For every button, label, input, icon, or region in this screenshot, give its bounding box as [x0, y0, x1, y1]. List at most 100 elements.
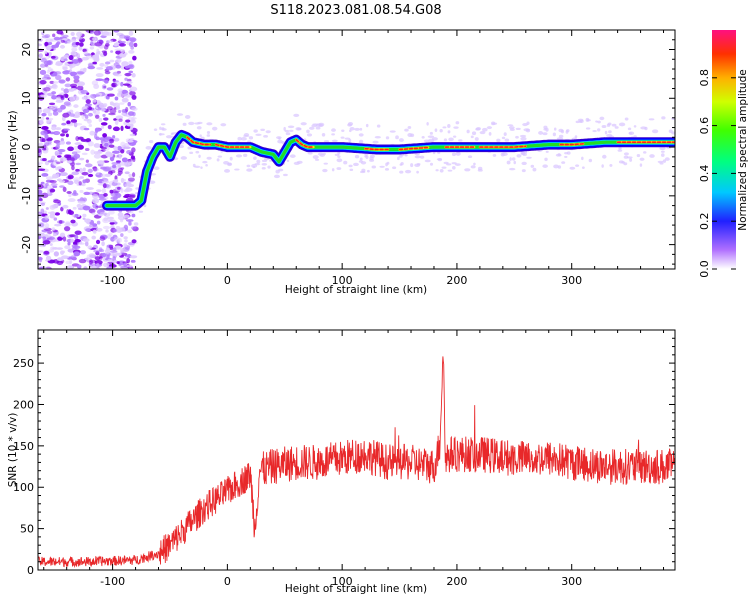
- noise-blob: [74, 111, 81, 117]
- noise-blob: [38, 92, 42, 96]
- noise-blob: [131, 117, 137, 120]
- noise-blob: [52, 233, 57, 237]
- noise-blob: [135, 187, 140, 190]
- noise-blob: [82, 217, 86, 220]
- noise-blob: [61, 250, 66, 254]
- noise-blob: [360, 170, 366, 174]
- noise-blob: [566, 151, 571, 155]
- noise-blob: [336, 167, 342, 170]
- noise-blob: [76, 264, 82, 269]
- noise-blob: [52, 185, 58, 189]
- noise-blob: [102, 183, 107, 189]
- noise-blob: [522, 153, 527, 156]
- noise-blob: [63, 58, 68, 62]
- noise-blob: [79, 42, 84, 47]
- noise-blob: [118, 153, 122, 160]
- noise-blob: [429, 131, 433, 135]
- noise-blob: [126, 123, 133, 127]
- noise-blob: [428, 138, 435, 143]
- noise-blob: [662, 159, 667, 163]
- noise-blob: [639, 163, 643, 167]
- snr-panel: -100 0 100 200 300 0 50 100 150 200 250 Height of …: [7, 329, 676, 595]
- noise-blob: [578, 120, 583, 123]
- noise-blob: [471, 131, 477, 136]
- noise-blob: [56, 151, 60, 155]
- noise-blob: [592, 130, 597, 133]
- noise-blob: [627, 127, 632, 131]
- noise-blob: [70, 51, 77, 56]
- noise-blob: [501, 136, 506, 140]
- noise-blob: [84, 218, 91, 223]
- noise-blob: [40, 130, 48, 136]
- noise-blob: [372, 140, 379, 144]
- noise-blob: [289, 154, 296, 158]
- noise-blob: [128, 41, 134, 47]
- noise-blob: [96, 220, 101, 225]
- noise-blob: [254, 162, 261, 166]
- noise-blob: [206, 122, 213, 126]
- noise-blob: [314, 158, 320, 161]
- noise-blob: [661, 116, 666, 120]
- noise-blob: [84, 241, 89, 247]
- noise-blob: [321, 132, 326, 137]
- noise-blob: [660, 153, 665, 157]
- noise-blob: [93, 143, 101, 148]
- colorbar-tick-label: 0.8: [698, 69, 711, 87]
- noise-blob: [131, 239, 137, 244]
- noise-blob: [102, 133, 108, 138]
- noise-blob: [109, 59, 115, 63]
- noise-blob: [62, 112, 70, 118]
- noise-blob: [132, 55, 137, 61]
- noise-blob: [74, 234, 79, 240]
- noise-blob: [57, 155, 62, 158]
- noise-blob: [202, 160, 208, 164]
- noise-blob: [101, 146, 107, 150]
- noise-blob: [102, 117, 109, 121]
- ridge-red: [364, 147, 389, 151]
- noise-blob: [67, 180, 74, 186]
- noise-blob: [552, 132, 556, 137]
- x-tick-label: -100: [100, 274, 125, 287]
- noise-blob: [85, 99, 91, 104]
- noise-blob: [82, 238, 90, 243]
- noise-blob: [398, 138, 404, 143]
- noise-blob: [560, 129, 565, 134]
- noise-blob: [376, 124, 381, 128]
- noise-blob: [81, 171, 89, 176]
- noise-blob: [246, 168, 253, 172]
- noise-blob: [260, 128, 265, 132]
- noise-blob: [91, 212, 96, 216]
- y-tick-label: 10: [20, 91, 33, 105]
- noise-blob: [92, 194, 99, 199]
- noise-blob: [104, 142, 109, 147]
- noise-blob: [447, 124, 451, 129]
- ridge-red: [479, 145, 527, 148]
- snr-ylabel: SNR (10 * v/v): [7, 413, 19, 488]
- noise-blob: [384, 168, 390, 171]
- noise-blob: [50, 183, 58, 187]
- noise-blob: [331, 168, 335, 172]
- noise-blob: [607, 122, 612, 126]
- noise-blob: [100, 122, 108, 126]
- noise-blob: [525, 128, 531, 133]
- noise-blob: [38, 250, 44, 253]
- noise-blob: [553, 164, 559, 169]
- noise-blob: [123, 35, 131, 40]
- noise-blob: [322, 152, 326, 156]
- noise-blob: [92, 223, 98, 227]
- noise-blob: [101, 31, 110, 36]
- ridge-red: [215, 143, 252, 148]
- noise-blob: [54, 212, 60, 216]
- noise-blob: [118, 215, 126, 221]
- noise-blob: [293, 113, 300, 117]
- noise-blob: [109, 108, 117, 114]
- noise-blob: [633, 125, 637, 128]
- noise-blob: [331, 133, 335, 136]
- noise-blob: [46, 92, 55, 97]
- noise-blob: [542, 164, 548, 168]
- noise-blob: [161, 128, 167, 131]
- noise-blob: [74, 230, 82, 235]
- noise-blob: [63, 101, 71, 106]
- noise-blob: [170, 132, 174, 136]
